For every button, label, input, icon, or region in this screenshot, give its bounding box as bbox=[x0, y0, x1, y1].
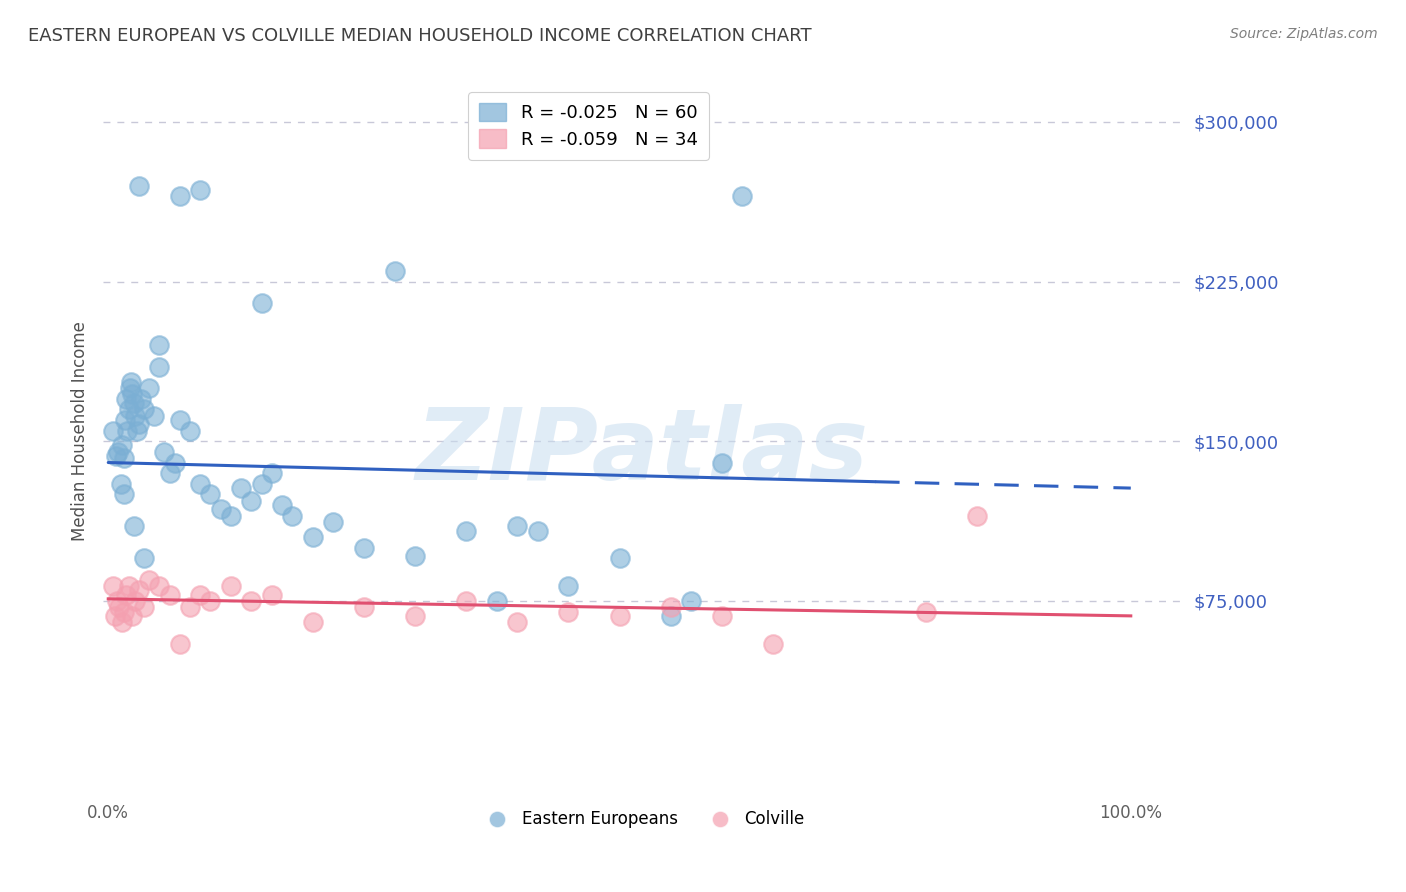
Point bbox=[115, 424, 138, 438]
Point bbox=[118, 579, 141, 593]
Point bbox=[659, 608, 682, 623]
Point bbox=[121, 608, 143, 623]
Point bbox=[915, 605, 938, 619]
Point bbox=[132, 402, 155, 417]
Point bbox=[124, 594, 146, 608]
Point bbox=[301, 530, 323, 544]
Point bbox=[250, 476, 273, 491]
Point bbox=[710, 456, 733, 470]
Point bbox=[179, 600, 201, 615]
Point bbox=[219, 579, 242, 593]
Point bbox=[659, 600, 682, 615]
Point bbox=[188, 183, 211, 197]
Point bbox=[148, 579, 170, 593]
Point bbox=[169, 636, 191, 650]
Point bbox=[114, 392, 136, 406]
Legend: Eastern Europeans, Colville: Eastern Europeans, Colville bbox=[474, 804, 811, 835]
Point bbox=[122, 396, 145, 410]
Point bbox=[219, 508, 242, 523]
Point bbox=[353, 541, 375, 555]
Point bbox=[169, 189, 191, 203]
Point bbox=[132, 551, 155, 566]
Point bbox=[681, 594, 703, 608]
Point bbox=[107, 594, 129, 608]
Point bbox=[103, 424, 125, 438]
Point bbox=[506, 615, 529, 630]
Point bbox=[506, 519, 529, 533]
Y-axis label: Median Household Income: Median Household Income bbox=[72, 320, 89, 541]
Point bbox=[104, 608, 127, 623]
Point bbox=[710, 608, 733, 623]
Point bbox=[153, 445, 176, 459]
Point bbox=[179, 424, 201, 438]
Point bbox=[128, 417, 150, 432]
Point bbox=[609, 608, 631, 623]
Point bbox=[148, 359, 170, 374]
Point bbox=[526, 524, 548, 538]
Point bbox=[118, 402, 141, 417]
Point bbox=[120, 375, 142, 389]
Point bbox=[301, 615, 323, 630]
Point bbox=[114, 413, 136, 427]
Point bbox=[118, 381, 141, 395]
Point bbox=[143, 409, 166, 423]
Point bbox=[110, 438, 132, 452]
Point bbox=[110, 615, 132, 630]
Point bbox=[404, 608, 426, 623]
Point bbox=[456, 524, 478, 538]
Point bbox=[112, 451, 135, 466]
Point bbox=[240, 494, 263, 508]
Point bbox=[240, 594, 263, 608]
Point bbox=[200, 594, 222, 608]
Point bbox=[609, 551, 631, 566]
Text: Source: ZipAtlas.com: Source: ZipAtlas.com bbox=[1230, 27, 1378, 41]
Point bbox=[138, 381, 160, 395]
Point bbox=[271, 498, 294, 512]
Point bbox=[404, 549, 426, 564]
Point bbox=[281, 508, 304, 523]
Text: ZIPatlas: ZIPatlas bbox=[416, 404, 869, 500]
Point bbox=[966, 508, 988, 523]
Point bbox=[110, 476, 132, 491]
Text: EASTERN EUROPEAN VS COLVILLE MEDIAN HOUSEHOLD INCOME CORRELATION CHART: EASTERN EUROPEAN VS COLVILLE MEDIAN HOUS… bbox=[28, 27, 811, 45]
Point bbox=[231, 481, 253, 495]
Point bbox=[114, 588, 136, 602]
Point bbox=[128, 583, 150, 598]
Point bbox=[107, 445, 129, 459]
Point bbox=[128, 178, 150, 193]
Point bbox=[103, 579, 125, 593]
Point bbox=[105, 449, 128, 463]
Point bbox=[148, 338, 170, 352]
Point bbox=[384, 264, 406, 278]
Point bbox=[159, 588, 181, 602]
Point bbox=[163, 456, 186, 470]
Point bbox=[557, 605, 579, 619]
Point bbox=[200, 487, 222, 501]
Point bbox=[557, 579, 579, 593]
Point bbox=[112, 605, 135, 619]
Point bbox=[159, 466, 181, 480]
Point bbox=[209, 502, 232, 516]
Point bbox=[108, 600, 131, 615]
Point bbox=[456, 594, 478, 608]
Point bbox=[129, 392, 152, 406]
Point bbox=[250, 295, 273, 310]
Point bbox=[260, 588, 283, 602]
Point bbox=[169, 413, 191, 427]
Point bbox=[112, 487, 135, 501]
Point bbox=[122, 519, 145, 533]
Point bbox=[762, 636, 785, 650]
Point bbox=[731, 189, 754, 203]
Point bbox=[125, 424, 148, 438]
Point bbox=[353, 600, 375, 615]
Point bbox=[260, 466, 283, 480]
Point bbox=[322, 515, 344, 529]
Point bbox=[485, 594, 508, 608]
Point bbox=[188, 476, 211, 491]
Point bbox=[132, 600, 155, 615]
Point bbox=[138, 573, 160, 587]
Point bbox=[188, 588, 211, 602]
Point bbox=[121, 387, 143, 401]
Point bbox=[124, 409, 146, 423]
